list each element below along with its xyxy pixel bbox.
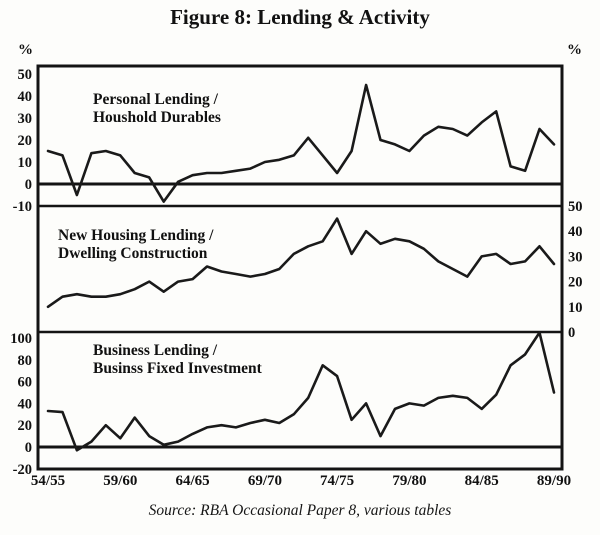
panel-caption-line: Houshold Durables [93, 109, 221, 126]
panel-caption-business: Business Lending / Businss Fixed Investm… [93, 342, 263, 377]
left-axis-unit-label: % [18, 42, 33, 58]
source-note: Source: RBA Occasional Paper 8, various … [149, 502, 452, 519]
x-tick-label: 54/55 [31, 473, 65, 489]
x-tick-label: 79/80 [392, 473, 426, 489]
y-tick-label: 20 [18, 133, 33, 149]
x-tick-label: 74/75 [320, 473, 354, 489]
y-tick-label: 40 [568, 224, 583, 240]
y-tick-label: 40 [18, 396, 33, 412]
y-tick-label: 0 [568, 325, 575, 341]
y-tick-label: 50 [18, 67, 33, 83]
panel-caption-line: New Housing Lending / [58, 227, 214, 244]
personal-series [46, 83, 556, 203]
x-tick-label: 64/65 [176, 473, 210, 489]
x-tick-label: 69/70 [248, 473, 282, 489]
y-tick-label: 20 [568, 275, 583, 291]
panel-caption-line: Personal Lending / [93, 91, 219, 108]
panel-caption-line: Business Lending / [93, 342, 218, 359]
y-tick-label: 100 [10, 331, 32, 347]
y-tick-label: -10 [13, 199, 32, 215]
y-tick-label: 10 [18, 155, 33, 171]
chart-frame [36, 64, 564, 471]
panel-caption-line: Dwelling Construction [58, 245, 208, 262]
y-tick-label: 60 [18, 375, 33, 391]
right-axis-unit-label: % [567, 42, 582, 58]
y-tick-label: 20 [18, 418, 33, 434]
panel-caption-line: Businss Fixed Investment [93, 360, 263, 377]
y-tick-label: -20 [13, 462, 32, 478]
y-tick-label: 10 [568, 300, 583, 316]
y-tick-label: 50 [568, 199, 583, 215]
housing-series [46, 217, 556, 309]
y-tick-label: 40 [18, 89, 33, 105]
y-tick-label: 80 [18, 353, 33, 369]
panel-caption-housing: New Housing Lending / Dwelling Construct… [58, 227, 217, 262]
y-tick-label: 0 [25, 177, 32, 193]
x-tick-label: 59/60 [103, 473, 137, 489]
figure-title: Figure 8: Lending & Activity [170, 5, 430, 29]
x-tick-label: 84/85 [465, 473, 499, 489]
y-tick-label: 30 [18, 111, 33, 127]
y-tick-label: 0 [25, 440, 32, 456]
x-tick-label: 89/90 [537, 473, 571, 489]
y-tick-label: 30 [568, 249, 583, 265]
business-series [46, 331, 556, 452]
panel-caption-personal: Personal Lending / Houshold Durables [93, 91, 222, 126]
